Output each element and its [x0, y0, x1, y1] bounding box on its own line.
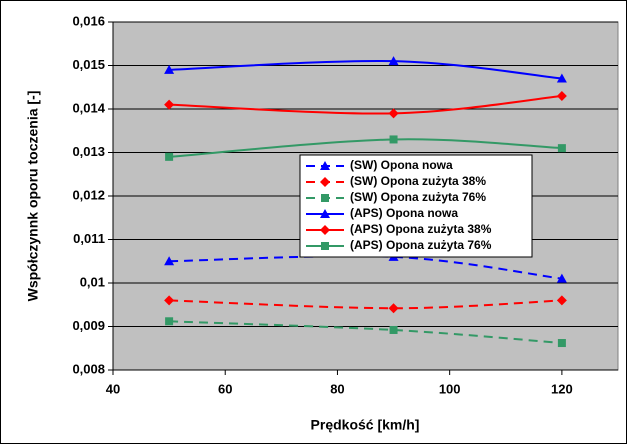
marker [320, 177, 330, 187]
marker [557, 144, 566, 153]
marker [556, 295, 567, 306]
legend-label: (APS) Opona nowa [350, 206, 458, 220]
marker [389, 325, 398, 334]
y-axis-title: Współczynnk oporu toczenia [-] [25, 91, 41, 302]
marker [557, 339, 566, 348]
y-tick-label: 0,014 [72, 100, 105, 115]
marker [556, 273, 567, 283]
marker [389, 135, 398, 144]
y-tick-label: 0,013 [72, 144, 105, 159]
legend-label: (SW) Opona zużyta 38% [350, 174, 486, 188]
marker [320, 225, 330, 235]
x-tick-label: 60 [218, 381, 232, 396]
marker [388, 56, 399, 66]
legend-label: (SW) Opona zużyta 76% [350, 190, 486, 204]
x-tick-label: 120 [551, 381, 573, 396]
x-tick-label: 80 [330, 381, 344, 396]
marker [320, 161, 330, 170]
series-line [169, 138, 562, 158]
marker [321, 242, 329, 250]
legend-label: (APS) Opona zużyta 38% [350, 222, 492, 236]
y-tick-label: 0,011 [73, 231, 105, 246]
marker [320, 209, 330, 218]
marker [388, 303, 399, 314]
marker [388, 108, 399, 119]
x-tick-label: 40 [106, 381, 120, 396]
marker [164, 295, 175, 306]
x-tick-label: 100 [439, 381, 461, 396]
marker [165, 317, 174, 326]
y-tick-label: 0,015 [72, 57, 105, 72]
marker [164, 99, 175, 110]
y-tick-label: 0,01 [80, 274, 105, 289]
series-line [169, 320, 562, 345]
y-tick-label: 0,012 [72, 187, 105, 202]
marker [321, 194, 329, 202]
marker [556, 73, 567, 83]
legend-box [299, 154, 533, 258]
series-line [169, 299, 562, 310]
marker [164, 64, 175, 74]
series-line [169, 255, 563, 280]
legend-label: (SW) Opona nowa [350, 158, 453, 172]
marker [164, 256, 175, 266]
y-tick-label: 0,016 [72, 13, 105, 28]
legend: (SW) Opona nowa (SW) Opona zużyta 38% (SW)… [299, 154, 533, 258]
legend-label: (APS) Opona zużyta 76% [350, 238, 492, 252]
marker [556, 90, 567, 101]
marker [165, 152, 174, 161]
y-tick-label: 0,008 [72, 361, 105, 376]
x-axis-title: Prędkość [km/h] [311, 417, 420, 433]
y-tick-label: 0,009 [72, 318, 105, 333]
